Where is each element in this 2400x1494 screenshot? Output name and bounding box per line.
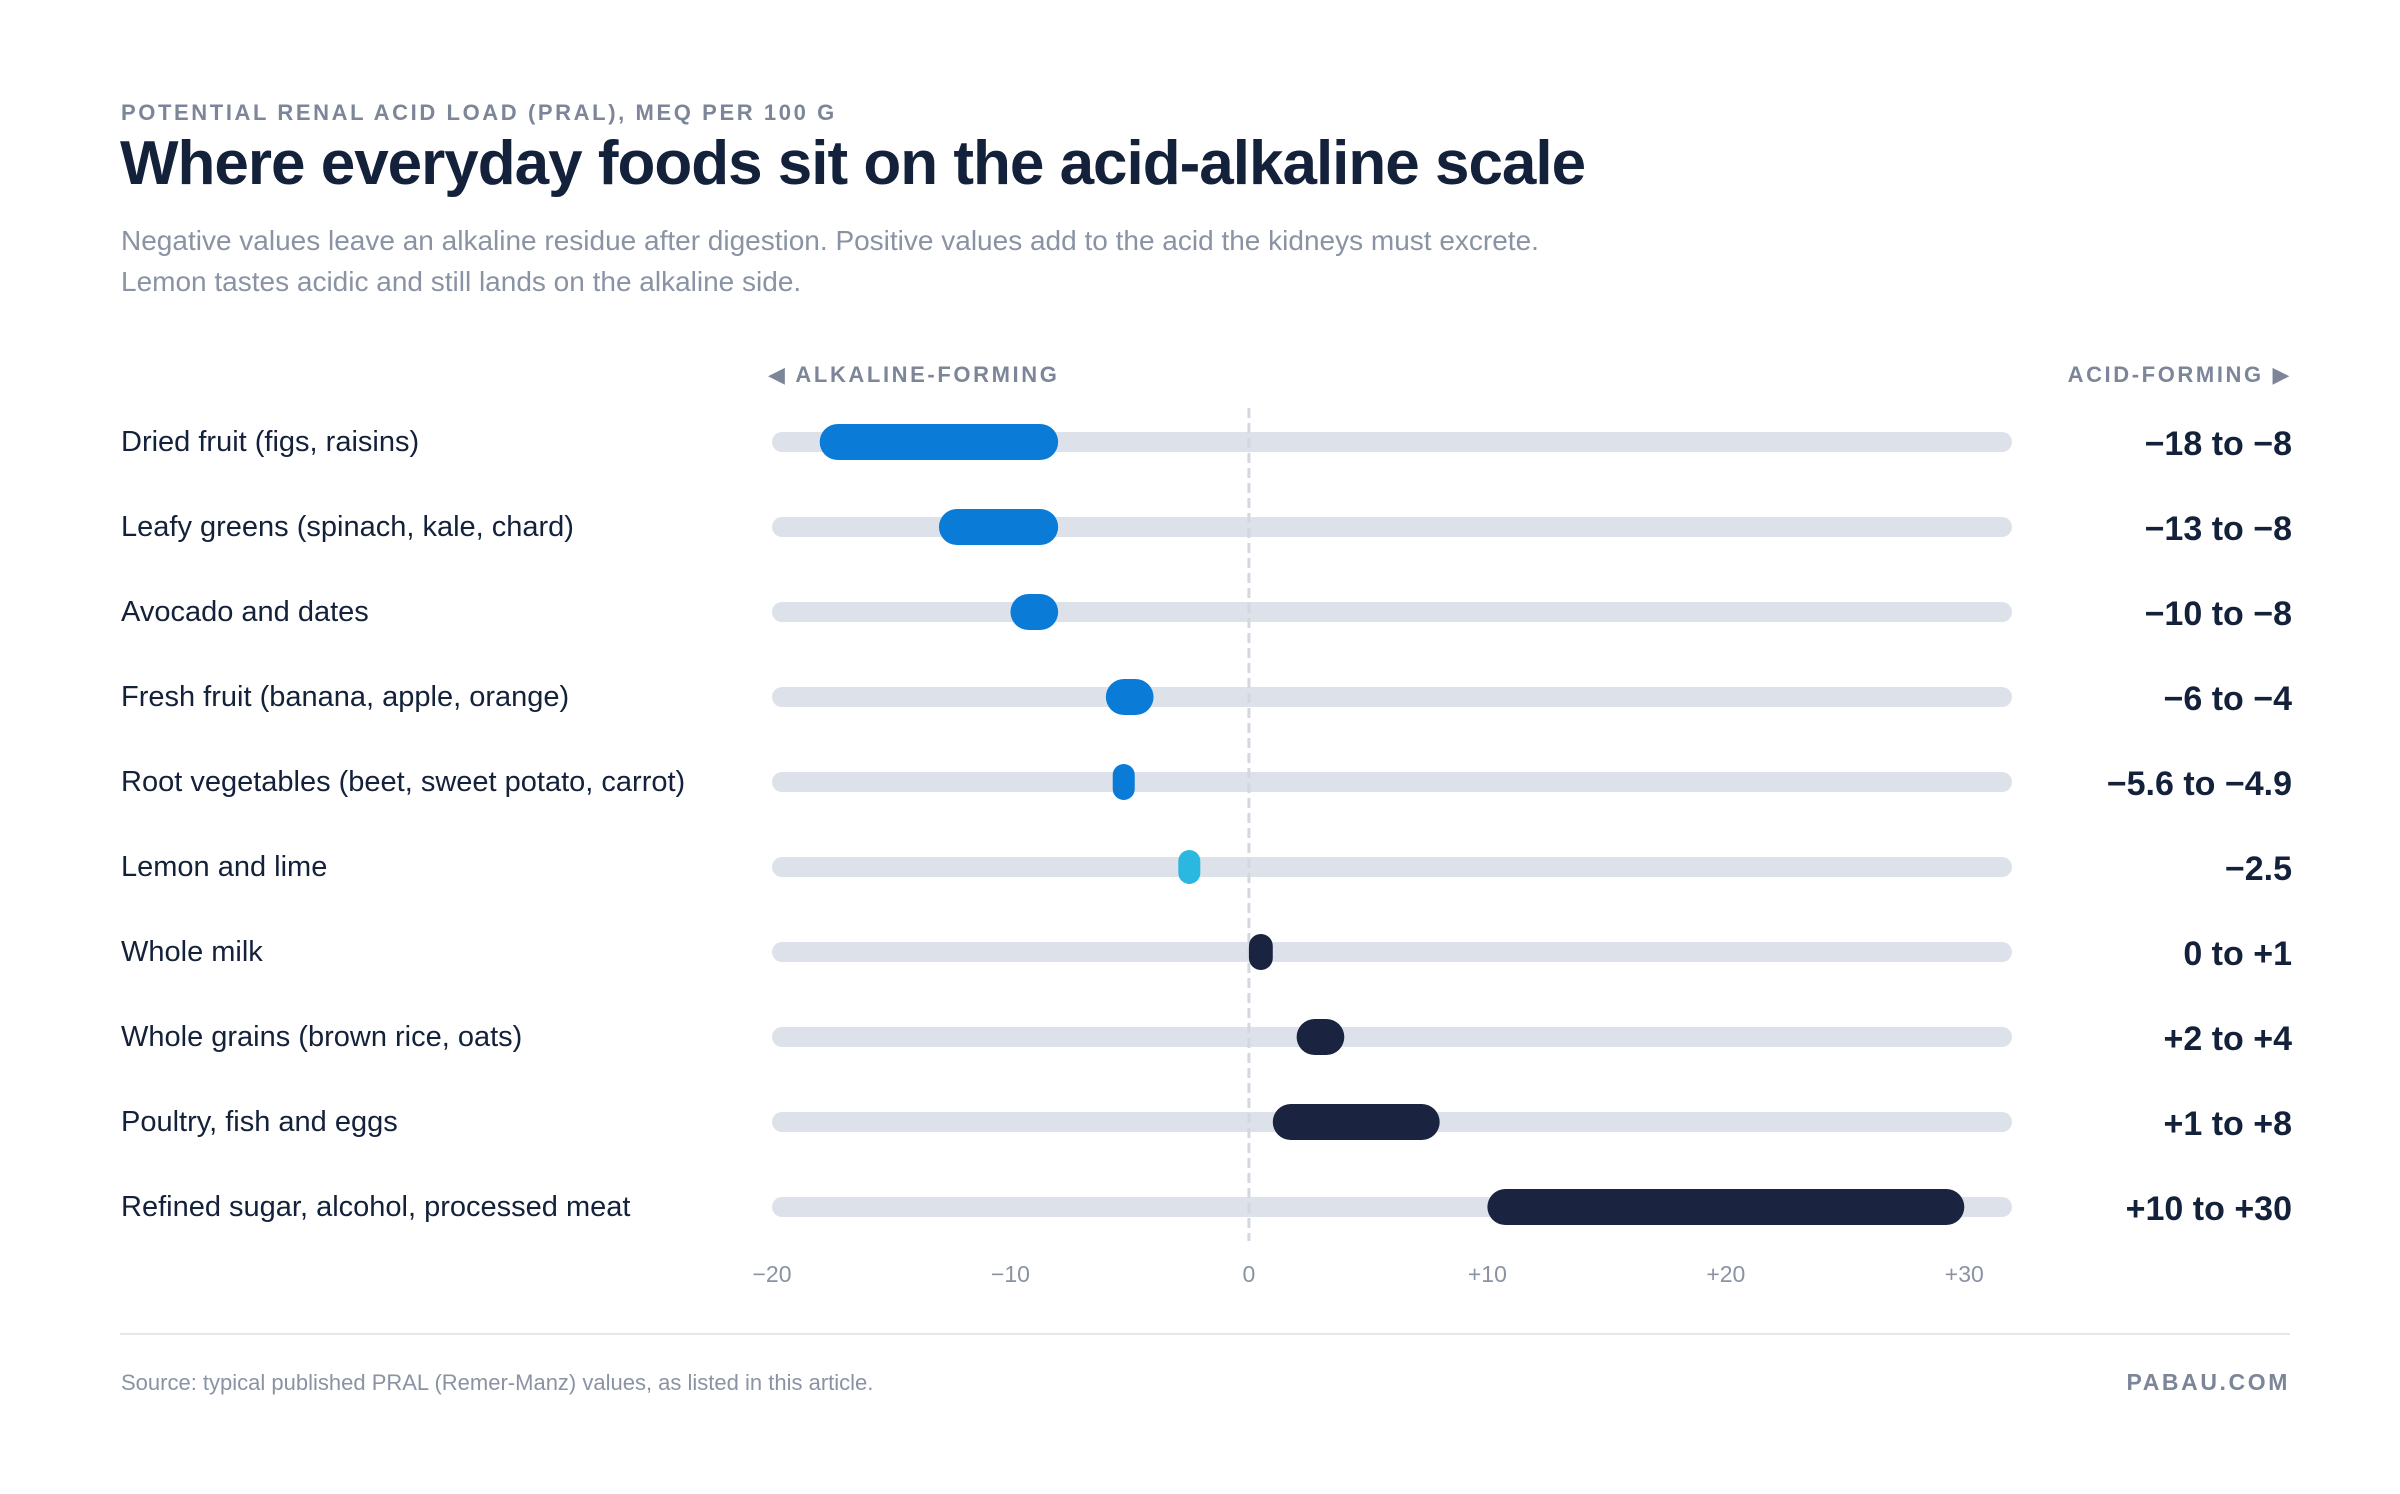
row-value-label: +2 to +4 (2163, 1020, 2292, 1058)
x-tick-label: +20 (1706, 1261, 1745, 1287)
x-tick-label: 0 (1243, 1261, 1256, 1287)
track-bar (772, 517, 2012, 537)
range-bar (1487, 1189, 1965, 1225)
range-bar (1248, 934, 1273, 970)
row-value-label: −18 to −8 (2144, 425, 2292, 463)
track-bar (772, 432, 2012, 452)
row-value-label: +10 to +30 (2125, 1190, 2292, 1228)
track-bar (772, 1027, 2012, 1047)
x-tick-label: −10 (991, 1261, 1030, 1287)
row-label: Poultry, fish and eggs (121, 1106, 398, 1138)
brand-logo: PABAU.COM (2126, 1369, 2290, 1395)
track-bar (772, 602, 2012, 622)
track-bar (772, 857, 2012, 877)
chart-eyebrow: POTENTIAL RENAL ACID LOAD (PRAL), MEQ PE… (121, 100, 837, 125)
footer-divider (120, 1333, 2290, 1335)
row-value-label: +1 to +8 (2163, 1105, 2292, 1143)
chart-title: Where everyday foods sit on the acid-alk… (120, 129, 1586, 198)
range-bar (1272, 1104, 1440, 1140)
row-label: Root vegetables (beet, sweet potato, car… (121, 766, 686, 798)
row-value-label: −13 to −8 (2144, 510, 2292, 548)
range-chart: −20 −10 0 +10 +20 +30 (752, 408, 2012, 1287)
row-label: Dried fruit (figs, raisins) (121, 426, 420, 458)
row-label: Whole grains (brown rice, oats) (121, 1021, 523, 1053)
row-label: Avocado and dates (121, 596, 369, 628)
range-bar (1010, 594, 1059, 630)
track-bar (772, 942, 2012, 962)
row-label: Whole milk (121, 936, 263, 968)
row-value-label: −6 to −4 (2163, 680, 2292, 718)
x-tick-label: +30 (1945, 1261, 1984, 1287)
row-value-label: 0 to +1 (2183, 935, 2292, 973)
row-label: Fresh fruit (banana, apple, orange) (121, 681, 570, 713)
range-bar (1178, 850, 1201, 884)
row-label: Lemon and lime (121, 851, 328, 883)
track-bar (772, 687, 2012, 707)
row-label: Leafy greens (spinach, kale, chard) (121, 511, 574, 543)
x-tick-label: −20 (752, 1261, 791, 1287)
range-bar (1296, 1019, 1345, 1055)
range-bar (938, 509, 1059, 545)
chart-subtitle: Negative values leave an alkaline residu… (121, 225, 1539, 297)
row-label: Refined sugar, alcohol, processed meat (121, 1191, 631, 1223)
range-bar (819, 424, 1059, 460)
alkaline-direction-label: ◀ ALKALINE-FORMING (768, 362, 1060, 387)
row-value-label: −10 to −8 (2144, 595, 2292, 633)
x-tick-label: +10 (1468, 1261, 1507, 1287)
row-value-label: −5.6 to −4.9 (2106, 765, 2292, 803)
acid-direction-label: ACID-FORMING ▶ (2067, 362, 2292, 387)
range-bar (1105, 679, 1154, 715)
range-bar (1112, 764, 1135, 800)
source-note: Source: typical published PRAL (Remer-Ma… (121, 1370, 874, 1395)
track-bar (772, 772, 2012, 792)
row-value-label: −2.5 (2224, 850, 2292, 888)
